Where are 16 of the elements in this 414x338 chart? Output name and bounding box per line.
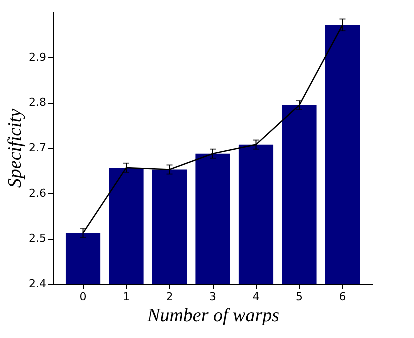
y-tick-label: 2.9 (29, 50, 46, 64)
x-tick-label: 5 (296, 290, 303, 304)
line-series (82, 24, 344, 234)
y-axis-title: Specificity (5, 108, 26, 188)
x-axis-title: Number of warps (146, 306, 280, 326)
y-tick-label: 2.4 (29, 278, 46, 290)
y-tick-label: 2.7 (29, 142, 46, 154)
y-tick-label: 2.8 (29, 96, 46, 110)
x-tick-label: 3 (210, 290, 216, 304)
x-tick-label: 2 (166, 290, 174, 304)
y-tick-label: 2.5 (29, 232, 46, 246)
x-tick-label: 0 (80, 290, 87, 304)
y-tick-label: 2.6 (29, 186, 46, 200)
x-tick-label: 6 (339, 290, 346, 304)
x-tick-label: 4 (252, 290, 260, 304)
x-tick-label: 1 (123, 290, 130, 304)
